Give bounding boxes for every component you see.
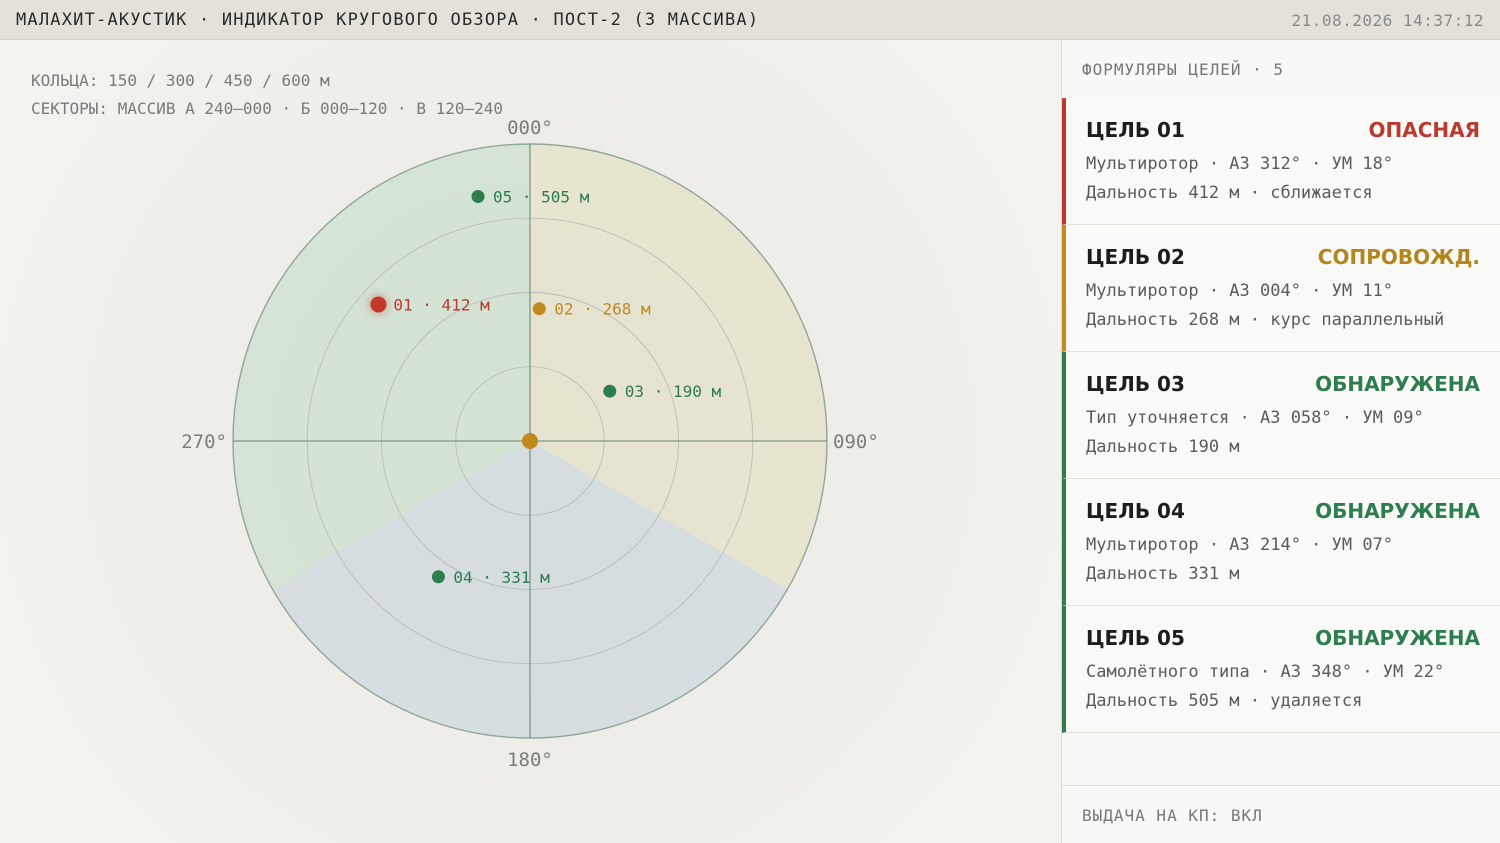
target-01[interactable]: 01 · 412 м [368,294,490,315]
track-card-03[interactable]: ЦЕЛЬ 03 ОБНАРУЖЕНА Тип уточняется · АЗ 0… [1062,352,1500,479]
target-label: 02 · 268 м [554,300,651,319]
divider [1062,785,1500,786]
track-details: Мультиротор · АЗ 004° · УМ 11° [1086,281,1394,301]
track-sidebar: ФОРМУЛЯРЫ ЦЕЛЕЙ · 5 ЦЕЛЬ 01 ОПАСНАЯ Муль… [1061,40,1500,843]
target-label: 01 · 412 м [393,296,490,315]
target-03[interactable]: 03 · 190 м [603,382,721,401]
target-label: 04 · 331 м [453,568,550,587]
target-layer: 01 · 412 м 02 · 268 м 03 · 190 м 04 · 331 м… [368,188,721,587]
bearing-label-south: 180° [507,749,553,771]
target-marker[interactable] [532,302,546,316]
date-time: 21.08.2026 14:37:12 [1291,11,1484,30]
status-badge: ОБНАРУЖЕНА [1315,499,1480,523]
sector-А [233,144,530,590]
track-name: ЦЕЛЬ 04 [1086,499,1185,523]
target-label: 03 · 190 м [625,382,722,401]
rings-info: КОЛЬЦА: 150 / 300 / 450 / 600 м [31,71,330,90]
target-marker[interactable] [370,296,387,313]
target-marker[interactable] [603,384,617,398]
track-range: Дальность 412 м · сближается [1086,183,1373,203]
sector-Б [530,144,827,590]
target-05[interactable]: 05 · 505 м [471,188,590,207]
sidebar-header: ФОРМУЛЯРЫ ЦЕЛЕЙ · 5 [1082,60,1285,79]
track-name: ЦЕЛЬ 03 [1086,372,1185,396]
track-list: ЦЕЛЬ 01 ОПАСНАЯ Мультиротор · АЗ 312° · … [1062,98,1500,733]
status-badge: СОПРОВОЖД. [1317,245,1480,269]
track-card-04[interactable]: ЦЕЛЬ 04 ОБНАРУЖЕНА Мультиротор · АЗ 214°… [1062,479,1500,606]
target-04[interactable]: 04 · 331 м [431,568,550,587]
target-marker[interactable] [431,570,445,584]
track-card-01[interactable]: ЦЕЛЬ 01 ОПАСНАЯ Мультиротор · АЗ 312° · … [1062,98,1500,225]
app-title: МАЛАХИТ-АКУСТИК · ИНДИКАТОР КРУГОВОГО ОБ… [16,10,760,30]
track-range: Дальность 268 м · курс параллельный [1086,310,1445,330]
target-label: 05 · 505 м [493,188,590,207]
bearing-label-north: 000° [507,117,553,139]
target-02[interactable]: 02 · 268 м [532,300,651,319]
track-range: Дальность 505 м · удаляется [1086,691,1363,711]
track-card-05[interactable]: ЦЕЛЬ 05 ОБНАРУЖЕНА Самолётного типа · АЗ… [1062,606,1500,733]
bearing-label-west: 270° [181,431,227,453]
track-range: Дальность 331 м [1086,564,1240,584]
track-details: Мультиротор · АЗ 312° · УМ 18° [1086,154,1394,174]
track-details: Мультиротор · АЗ 214° · УМ 07° [1086,535,1394,555]
status-badge: ОБНАРУЖЕНА [1315,372,1480,396]
track-card-02[interactable]: ЦЕЛЬ 02 СОПРОВОЖД. Мультиротор · АЗ 004°… [1062,225,1500,352]
station-marker [522,433,538,449]
track-details: Самолётного типа · АЗ 348° · УМ 22° [1086,662,1445,682]
status-badge: ОБНАРУЖЕНА [1315,626,1480,650]
feed-status: ВЫДАЧА НА КП: ВКЛ [1082,806,1263,825]
track-name: ЦЕЛЬ 02 [1086,245,1185,269]
ppi-scope[interactable]: 000° 090° 180° 270° 01 · 412 м 02 · 268 м… [0,40,1062,843]
top-bar: МАЛАХИТ-АКУСТИК · ИНДИКАТОР КРУГОВОГО ОБ… [0,0,1500,40]
track-name: ЦЕЛЬ 05 [1086,626,1185,650]
sectors-info: СЕКТОРЫ: МАССИВ А 240–000 · Б 000–120 · … [31,99,504,118]
target-marker[interactable] [471,190,485,203]
status-badge: ОПАСНАЯ [1368,118,1480,142]
ppi-display-area: КОЛЬЦА: 150 / 300 / 450 / 600 м СЕКТОРЫ:… [0,40,1062,843]
track-details: Тип уточняется · АЗ 058° · УМ 09° [1086,408,1424,428]
bearing-label-east: 090° [833,431,879,453]
track-name: ЦЕЛЬ 01 [1086,118,1185,142]
track-range: Дальность 190 м [1086,437,1240,457]
